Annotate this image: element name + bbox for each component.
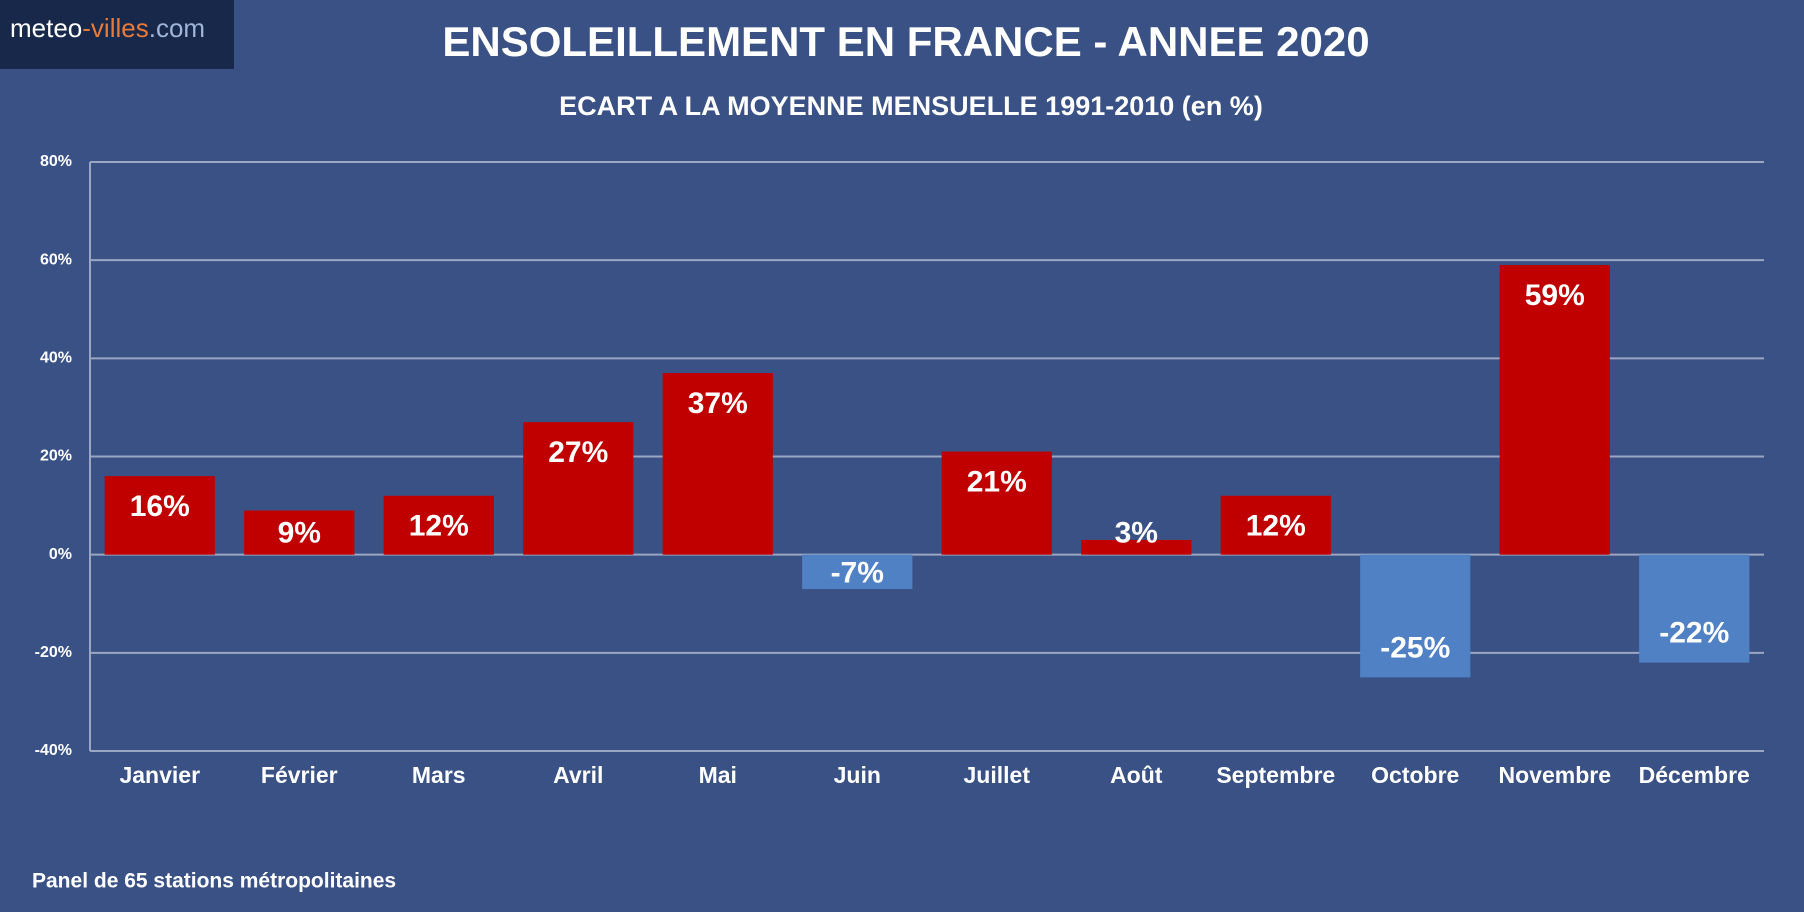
x-tick-label: Août [1110,762,1163,788]
x-tick-label: Mars [412,762,466,788]
x-tick-label: Février [261,762,338,788]
value-label: 3% [1115,517,1158,550]
value-label: 16% [130,490,190,523]
x-tick-label: Décembre [1639,762,1750,788]
bar [1081,539,1192,555]
x-tick-label: Septembre [1216,762,1335,788]
value-label: -7% [831,557,884,590]
bar [244,510,355,555]
bar [1499,265,1610,555]
value-label: -22% [1659,617,1729,650]
logo-part: .com [149,13,205,43]
y-tick-label: -20% [35,644,72,661]
logo: meteo-villes.com [10,13,205,43]
x-tick-label: Octobre [1371,762,1459,788]
y-tick-label: 20% [40,448,72,465]
chart-subtitle: ECART A LA MOYENNE MENSUELLE 1991-2010 (… [559,91,1263,121]
x-tick-label: Juillet [964,762,1031,788]
bar [104,476,215,555]
chart-title: ENSOLEILLEMENT EN FRANCE - ANNEE 2020 [442,18,1369,65]
logo-part: -villes [82,13,148,43]
footnote: Panel de 65 stations métropolitaines [32,870,396,893]
x-tick-label: Janvier [119,762,200,788]
value-label: 12% [1246,510,1306,543]
x-tick-label: Novembre [1499,762,1611,788]
bar [523,422,634,555]
value-label: 12% [409,510,469,543]
logo-part: meteo [10,13,82,43]
logo-box [0,0,234,69]
bar [802,554,913,590]
bar [1360,554,1471,678]
value-label: 27% [548,436,608,469]
bar [383,495,494,555]
y-tick-label: 0% [49,546,72,563]
y-tick-label: 80% [40,153,72,170]
y-tick-label: 60% [40,251,72,268]
x-tick-label: Juin [834,762,881,788]
bar [662,373,773,555]
value-label: 37% [688,387,748,420]
x-tick-label: Avril [553,762,603,788]
bar [1639,554,1750,663]
value-label: -25% [1380,631,1450,664]
value-label: 21% [967,466,1027,499]
y-tick-label: 40% [40,350,72,367]
value-label: 9% [278,517,321,550]
bar [941,451,1052,555]
value-label: 59% [1525,279,1585,312]
x-tick-label: Mai [699,762,737,788]
y-tick-label: -40% [35,742,72,759]
bar [1220,495,1331,555]
